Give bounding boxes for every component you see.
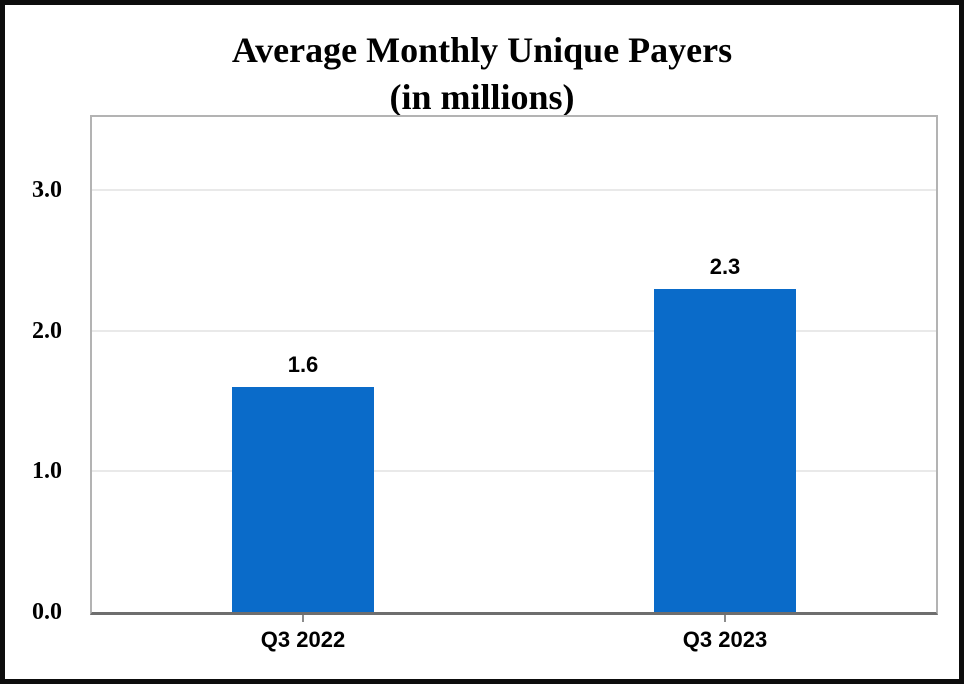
- y-axis-tick-label: 1.0: [32, 458, 62, 485]
- chart-title: Average Monthly Unique Payers (in millio…: [5, 27, 959, 121]
- x-axis-category-label: Q3 2022: [260, 627, 346, 652]
- gridline: [92, 470, 936, 473]
- x-axis-tick: [302, 615, 304, 622]
- bar: [232, 387, 374, 612]
- bar-value-label: 1.6: [287, 352, 319, 377]
- chart-title-subtitle: (in millions): [389, 77, 575, 117]
- y-axis-tick-label: 2.0: [32, 317, 62, 344]
- y-axis-tick-label: 0.0: [32, 599, 62, 625]
- gridline: [92, 329, 936, 332]
- y-axis-tick-label: 3.0: [32, 177, 62, 204]
- x-axis-category-label: Q3 2023: [682, 627, 768, 652]
- bar-value-label: 2.3: [709, 253, 741, 279]
- gridline: [92, 189, 936, 192]
- bar: [654, 288, 796, 612]
- chart-title-main: Average Monthly Unique Payers: [231, 30, 733, 70]
- x-axis-tick: [724, 615, 726, 622]
- plot-area: 1.6 2.3: [90, 115, 938, 615]
